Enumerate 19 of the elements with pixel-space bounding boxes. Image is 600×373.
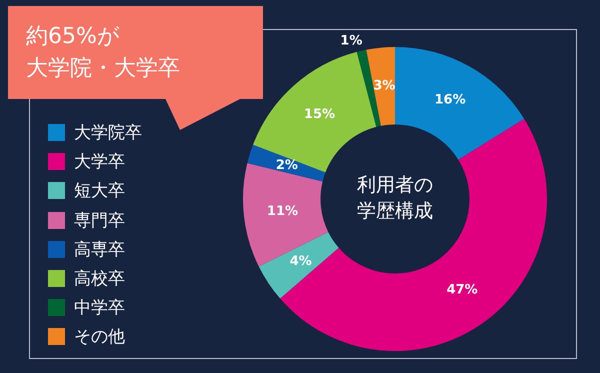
legend-label: 短大卒 (74, 180, 125, 202)
legend-label: 大学卒 (74, 151, 125, 174)
legend-label: 高専卒 (74, 238, 125, 261)
legend-label: 大学院卒 (74, 122, 142, 144)
legend-label: 専門卒 (74, 210, 125, 232)
data-label: 11% (266, 204, 298, 219)
data-label: 2% (276, 158, 298, 173)
text: 利用者の学歴構成 (356, 173, 434, 224)
data-label: 47% (446, 282, 478, 298)
data-label: 16% (434, 92, 466, 108)
text: 大学院・大学卒 (26, 55, 180, 83)
data-label: 4% (290, 254, 312, 270)
data-label: 15% (304, 106, 336, 122)
data-label: 3% (373, 78, 396, 94)
legend-label: 中学卒 (74, 297, 125, 320)
text: 約65%が (26, 23, 121, 51)
legend-label: その他 (74, 326, 125, 348)
data-label: 1% (340, 33, 362, 48)
legend-label: 高校卒 (74, 268, 125, 290)
